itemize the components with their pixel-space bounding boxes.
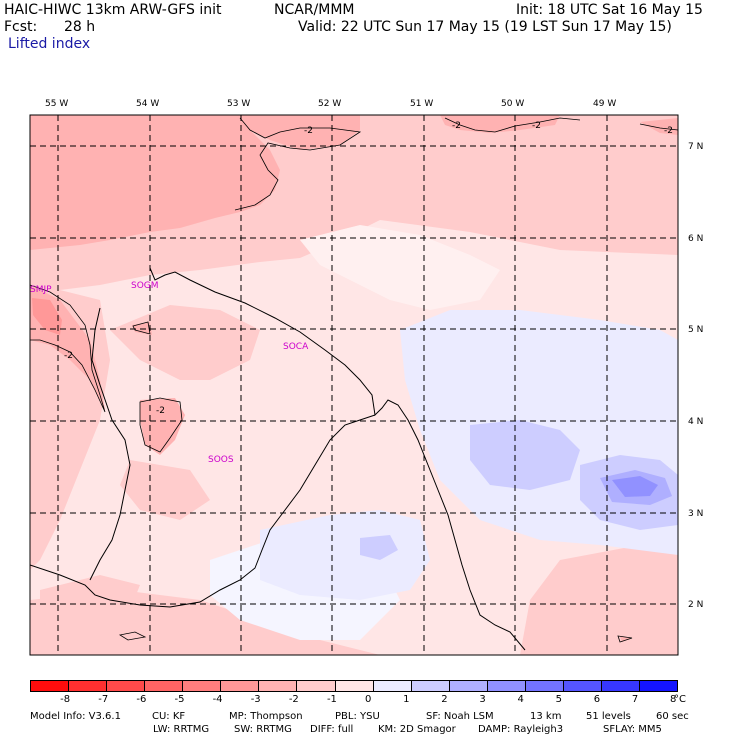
station-label: SOOS [208,455,234,465]
colorbar-swatch [182,681,221,691]
station-label: SOGM [131,281,159,291]
latitude-labels: 7 N 6 N 5 N 4 N 3 N 2 N [688,142,703,610]
colorbar-tick-label: 1 [403,694,410,705]
contour-label: -2 [156,406,165,416]
lon-label: 50 W [501,99,524,109]
colorbar-tick-label: 2 [441,694,448,705]
contour-label: -2 [532,121,541,131]
colorbar-tick-label: 0 [365,694,372,705]
footer-diff: DIFF: full [310,724,354,735]
lat-label: 5 N [688,325,703,335]
footer-line-1: Model Info: V3.6.1 CU: KF MP: Thompson P… [28,711,738,723]
footer-timestep: 60 sec [656,711,689,722]
colorbar-swatch [334,681,373,691]
colorbar-tick-label: 4 [517,694,524,705]
field-name: Lifted index [8,36,91,52]
org-label: NCAR/MMM [274,2,355,18]
colorbar-swatch [296,681,335,691]
contour-labels: -2 -2 -2 -2 -2 -2 [64,121,673,416]
colorbar-swatch [486,681,525,691]
colorbar-tick-label: 5 [555,694,563,705]
colorbar-tick-label: -8 [60,694,71,705]
footer-sw: SW: RRTMG [234,724,292,735]
colorbar-swatch [562,681,601,691]
footer-damp: DAMP: Rayleigh3 [478,724,564,735]
footer-pbl: PBL: YSU [335,711,380,722]
fcst-label: Fcst: [4,19,38,35]
lon-label: 55 W [45,99,68,109]
colorbar-swatch [372,681,411,691]
colorbar-tick-label: -2 [288,694,299,705]
footer-km: KM: 2D Smagor [378,724,456,735]
lat-label: 3 N [688,509,703,519]
lon-label: 52 W [318,99,341,109]
model-title: HAIC-HIWC 13km ARW-GFS init [4,2,222,18]
longitude-labels: 55 W 54 W 53 W 52 W 51 W 50 W 49 W [45,99,616,109]
lat-label: 2 N [688,600,703,610]
footer-sflay: SFLAY: MM5 [603,724,662,735]
colorbar-swatch [524,681,563,691]
footer-sf: SF: Noah LSM [426,711,494,722]
colorbar-swatch [448,681,487,691]
colorbar-tick-label: -3 [250,694,261,705]
contour-label: -2 [664,126,673,136]
footer-line-2: LW: RRTMG SW: RRTMG DIFF: full KM: 2D Sm… [28,724,738,736]
colorbar-tick-label: 7 [631,694,639,705]
station-label: SMJP [30,285,52,295]
colorbar-tick-label: -5 [174,694,185,705]
colorbar-tick-label: -4 [212,694,223,705]
contour-label: -2 [304,126,313,136]
footer-resolution: 13 km [530,711,562,722]
contour-label: -2 [64,351,73,361]
colorbar-tick-label: 6 [593,694,601,705]
contour-label: -2 [452,121,461,131]
fcst-value: 28 h [64,19,96,35]
colorbar-tick-label: -7 [98,694,109,705]
lon-label: 51 W [410,99,433,109]
colorbar-swatch [68,681,107,691]
colorbar-swatch [410,681,449,691]
colorbar-tick-label: -6 [136,694,147,705]
colorbar-swatch [639,681,678,691]
colorbar-swatch [600,681,639,691]
colorbar-tick-label: 3 [479,694,486,705]
colorbar-ticks: -8 -7 -6 -5 -4 -3 -2 -1 0 1 2 3 4 5 6 7 8 [30,694,678,706]
footer-mp: MP: Thompson [229,711,303,722]
colorbar-swatch [106,681,145,691]
lon-label: 49 W [593,99,616,109]
colorbar [30,680,678,692]
contours [30,117,678,643]
lat-label: 7 N [688,142,703,152]
station-label: SOCA [283,342,309,352]
footer-cu: CU: KF [152,711,186,722]
colorbar-swatches [30,680,678,692]
init-time: Init: 18 UTC Sat 16 May 15 [516,2,703,18]
map-frame [29,114,679,656]
station-labels: SMJP SOGM SOCA SOOS [30,281,309,465]
lat-label: 4 N [688,417,703,427]
lon-label: 53 W [227,99,250,109]
colorbar-swatch [144,681,183,691]
lon-label: 54 W [136,99,159,109]
footer-lw: LW: RRTMG [153,724,210,735]
colorbar-swatch [31,681,69,691]
colorbar-unit: °C [674,694,686,705]
colorbar-tick-label: -1 [326,694,337,705]
lat-label: 6 N [688,234,703,244]
valid-time: Valid: 22 UTC Sun 17 May 15 (19 LST Sun … [298,19,672,35]
graticule [30,115,678,655]
colorbar-swatch [220,681,259,691]
colorbar-swatch [258,681,297,691]
footer-levels: 51 levels [586,711,631,722]
footer-model-info: Model Info: V3.6.1 [30,711,121,722]
colorbar-tick-label: 8 [670,694,677,705]
coastline [30,267,526,651]
